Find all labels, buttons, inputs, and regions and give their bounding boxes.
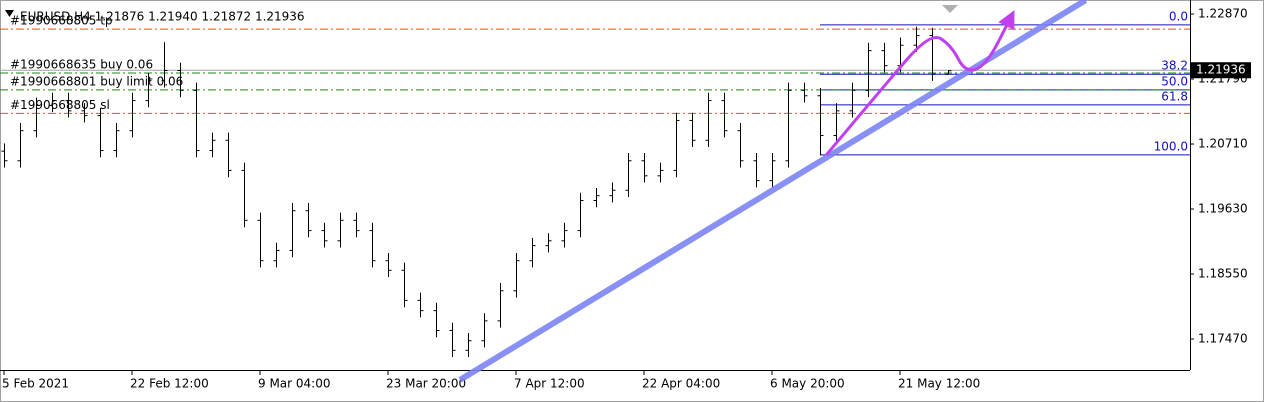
y-tick-label: 1.17470 — [1198, 332, 1248, 346]
x-tick-label: 22 Feb 12:00 — [130, 377, 209, 391]
y-tick-label: 1.20710 — [1198, 137, 1248, 151]
forecast-arrow — [825, 10, 1015, 156]
fib-label: 100.0 — [1154, 139, 1188, 153]
order-label: #1990668805 sl — [10, 98, 110, 112]
chart-title: EURUSD,H4 1.21876 1.21940 1.21872 1.2193… — [20, 10, 305, 24]
order-label: #1990668805 tp — [10, 14, 113, 28]
fib-label: 61.8 — [1161, 89, 1188, 103]
price-box — [1191, 62, 1251, 79]
x-tick-label: 21 May 12:00 — [898, 377, 980, 391]
fib-label: 38.2 — [1161, 59, 1188, 73]
fib-label: 0.0 — [1169, 9, 1188, 23]
menu-triangle — [5, 10, 14, 17]
x-tick-label: 7 Apr 12:00 — [514, 377, 585, 391]
shift-marker — [942, 5, 958, 13]
trendline — [458, 0, 1088, 383]
order-label: #1990668801 buy limit 0.06 — [10, 74, 183, 88]
y-tick-label: 1.18550 — [1198, 267, 1248, 281]
x-tick-label: 23 Mar 20:00 — [386, 377, 466, 391]
order-label: #1990668635 buy 0.06 — [10, 58, 153, 72]
y-tick-label: 1.19630 — [1198, 202, 1248, 216]
fib-label: 50.0 — [1161, 74, 1188, 88]
x-tick-label: 6 May 20:00 — [770, 377, 845, 391]
x-tick-label: 9 Mar 04:00 — [258, 377, 331, 391]
x-tick-label: 22 Apr 04:00 — [642, 377, 720, 391]
price-box-label: 1.21936 — [1196, 63, 1246, 77]
x-tick-label: 5 Feb 2021 — [2, 377, 69, 391]
y-tick-label: 1.22870 — [1198, 7, 1248, 21]
